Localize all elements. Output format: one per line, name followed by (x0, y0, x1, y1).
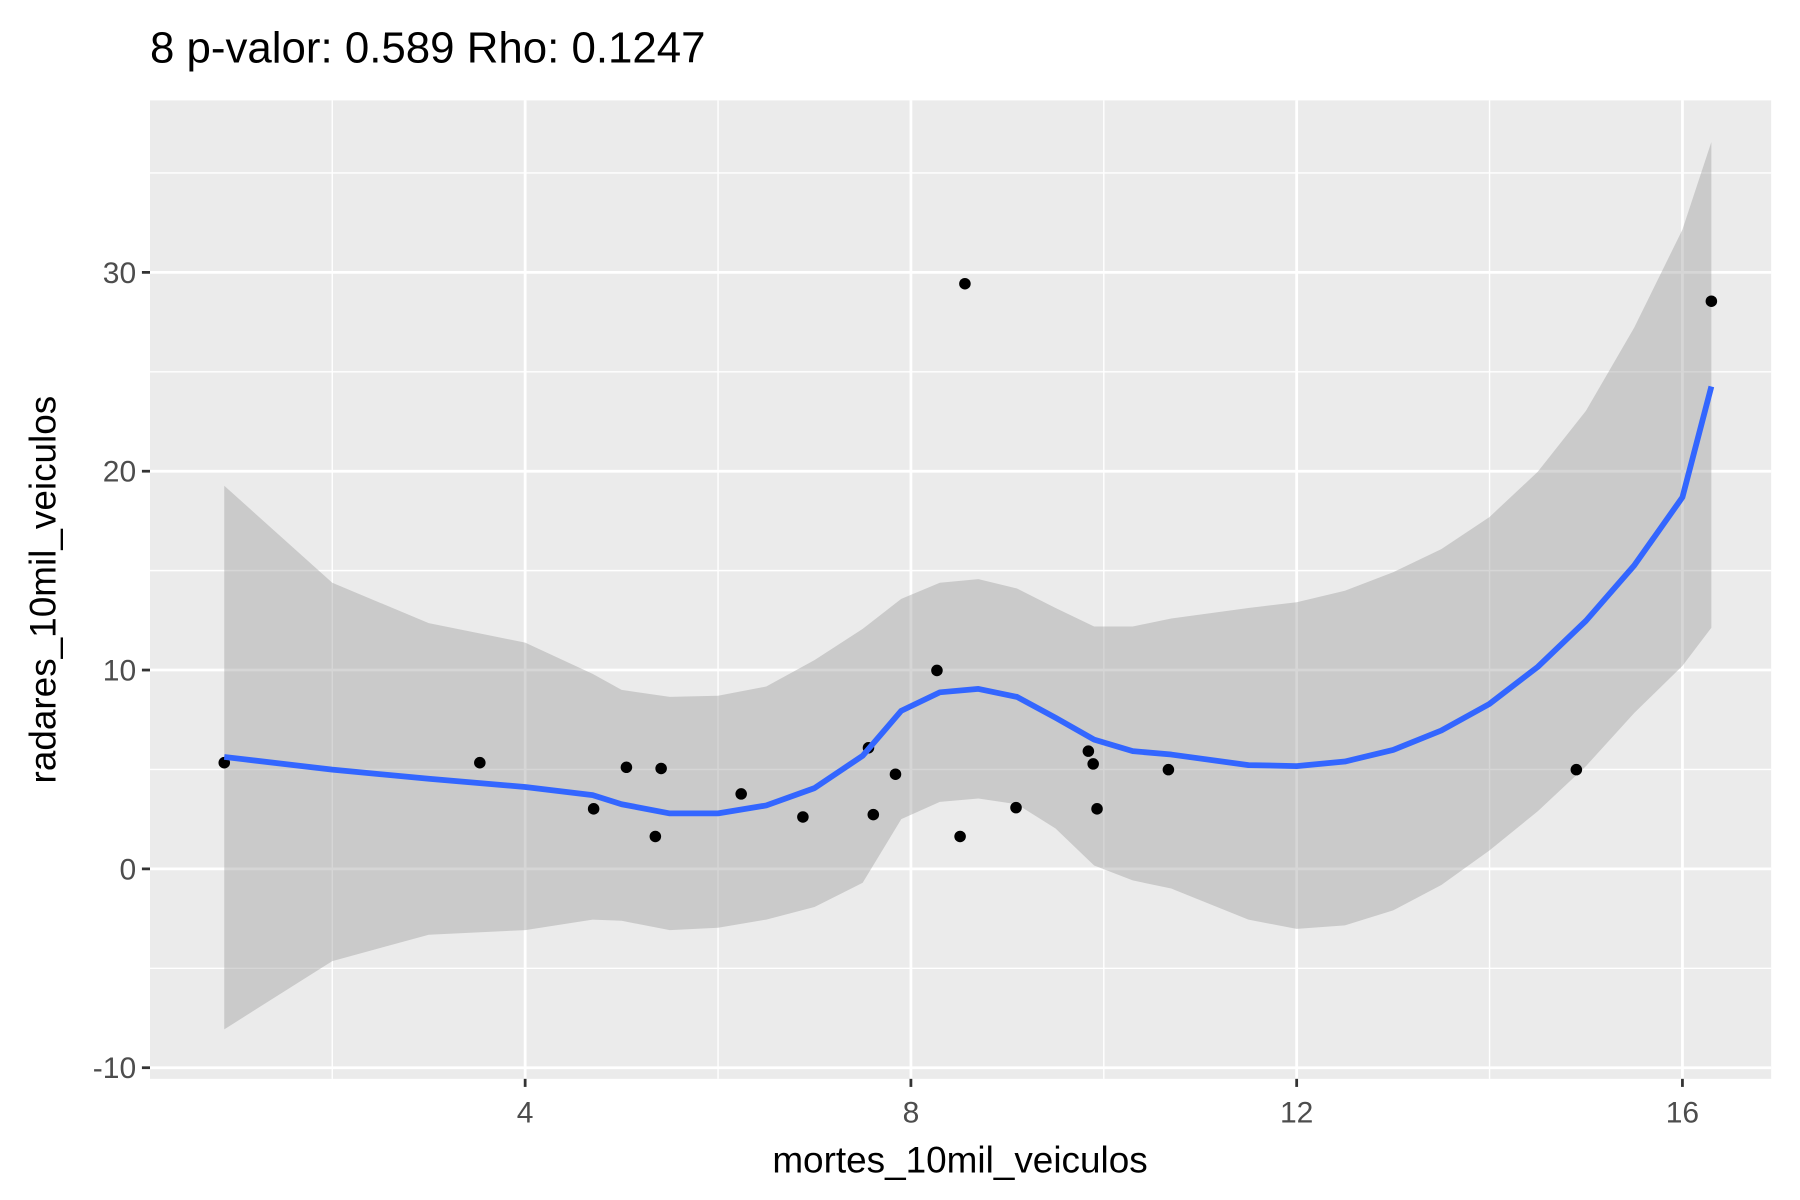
point (797, 811, 809, 823)
panel (150, 100, 1772, 1079)
point (620, 761, 633, 774)
y-tick-label: 0 (119, 853, 136, 886)
point (655, 762, 667, 775)
point (1087, 758, 1099, 770)
x-tick-label: 8 (903, 1097, 920, 1130)
y-tick-label: 10 (103, 654, 136, 687)
point (474, 756, 486, 769)
smooth-line (223, 385, 1715, 817)
point (1162, 763, 1175, 776)
point (954, 830, 966, 843)
x-tick-label: 12 (1280, 1097, 1313, 1130)
chart-title: 8 p-valor: 0.589 Rho: 0.1247 (150, 23, 706, 72)
x-tick-label: 4 (517, 1097, 534, 1130)
x-tick-label: 16 (1666, 1097, 1699, 1130)
point (735, 788, 747, 800)
point (1705, 295, 1718, 307)
y-tick-label: 30 (103, 257, 136, 290)
point (959, 277, 971, 290)
point (1010, 801, 1022, 814)
point (587, 803, 600, 815)
point (649, 830, 662, 843)
y-tick-label: -10 (93, 1052, 136, 1085)
y-tick-label: 20 (103, 456, 136, 489)
x-axis-label: mortes_10mil_veiculos (772, 1139, 1147, 1180)
point (931, 664, 943, 677)
point (1082, 745, 1095, 757)
point (1570, 763, 1583, 776)
point (889, 768, 902, 781)
y-axis-label: radares_10mil_veiculos (22, 396, 63, 784)
point (1091, 803, 1103, 815)
point (867, 808, 880, 821)
